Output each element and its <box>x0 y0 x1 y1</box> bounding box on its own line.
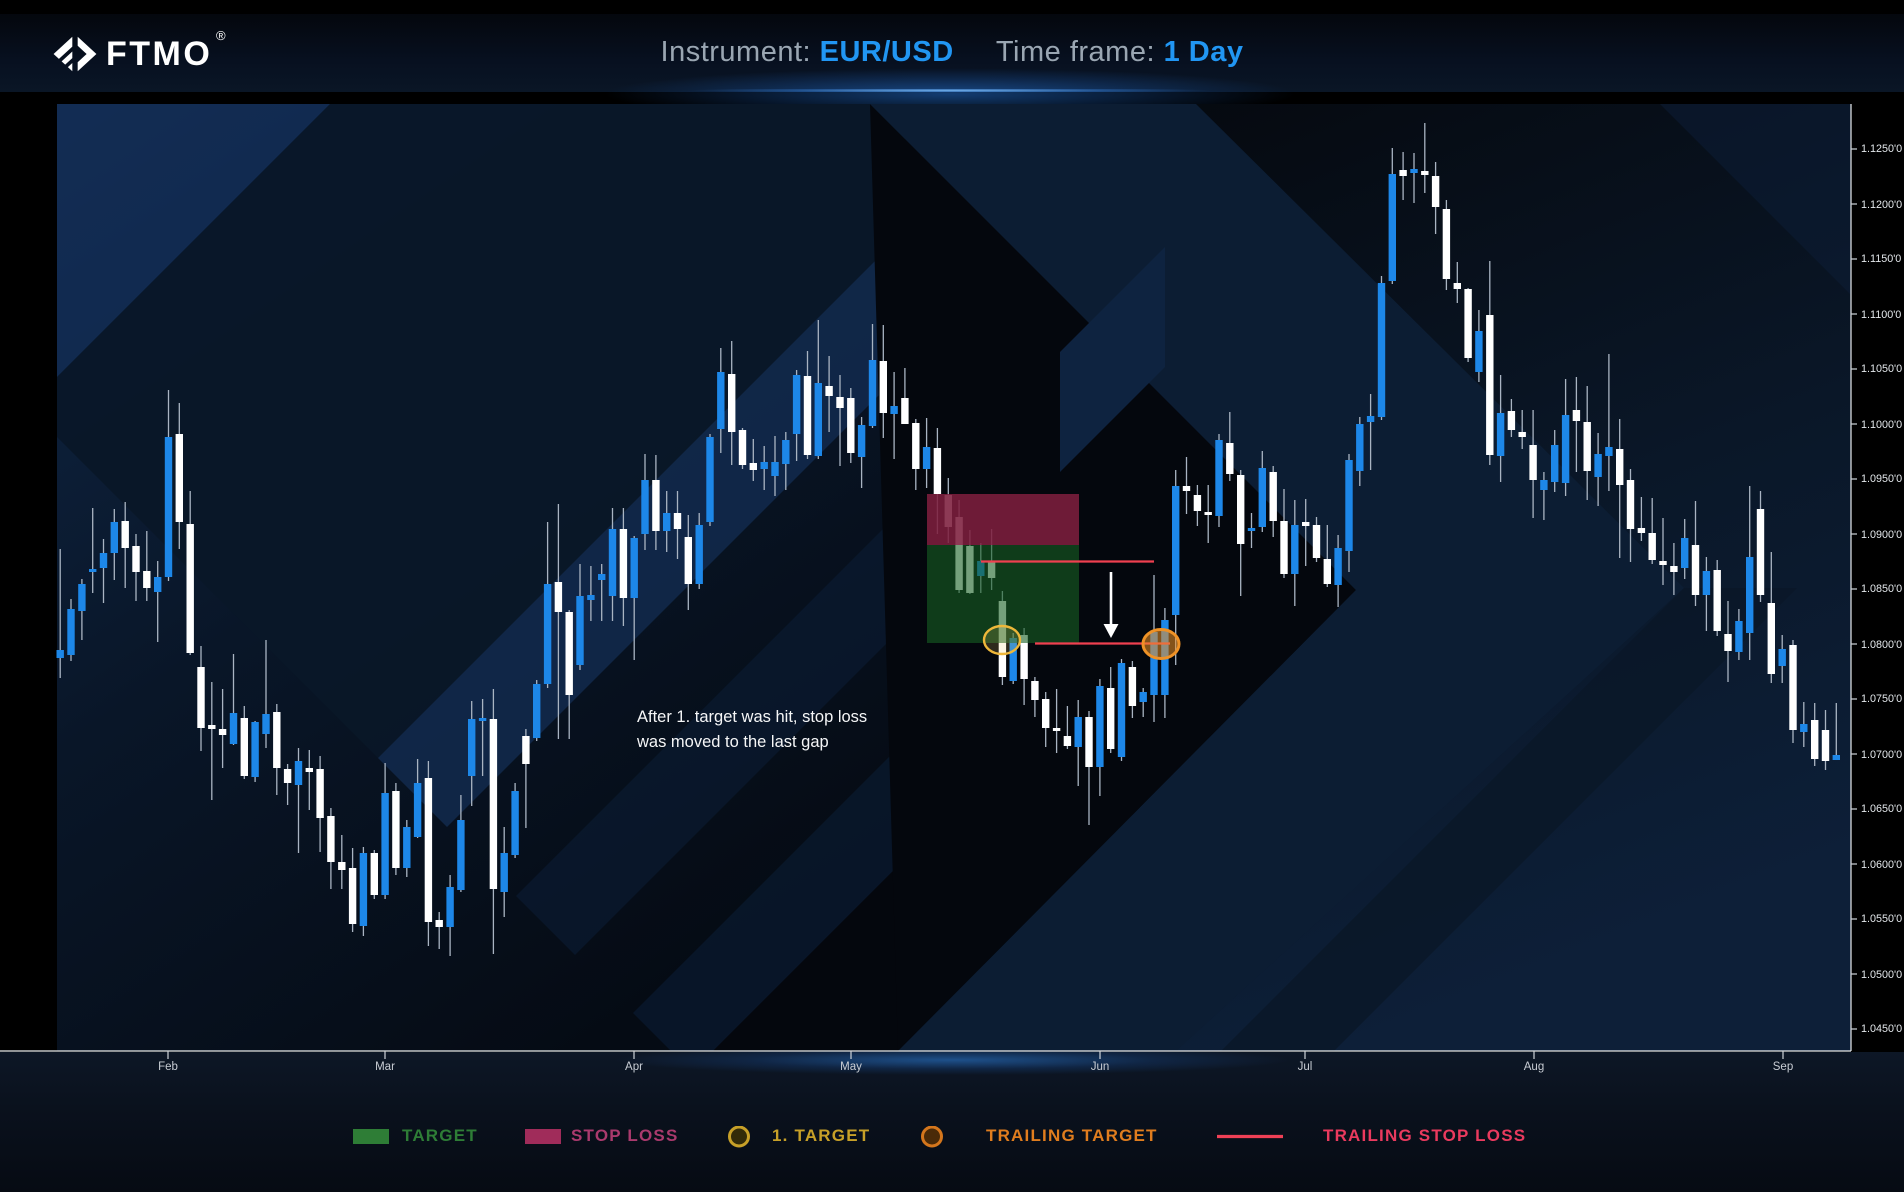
svg-text:1.0800'0: 1.0800'0 <box>1861 639 1902 651</box>
svg-text:1.1250'0: 1.1250'0 <box>1861 143 1902 155</box>
svg-text:1.0900'0: 1.0900'0 <box>1861 529 1902 541</box>
svg-text:1.0550'0: 1.0550'0 <box>1861 913 1902 925</box>
svg-text:1.0650'0: 1.0650'0 <box>1861 803 1902 815</box>
svg-text:1.0950'0: 1.0950'0 <box>1861 473 1902 485</box>
svg-text:May: May <box>840 1061 862 1073</box>
svg-text:Apr: Apr <box>625 1061 643 1073</box>
svg-text:1.1050'0: 1.1050'0 <box>1861 363 1902 375</box>
svg-text:1.0750'0: 1.0750'0 <box>1861 693 1902 705</box>
svg-text:Sep: Sep <box>1773 1061 1793 1073</box>
svg-text:1.0600'0: 1.0600'0 <box>1861 859 1902 871</box>
svg-text:Aug: Aug <box>1524 1061 1544 1073</box>
svg-text:Jul: Jul <box>1298 1061 1313 1073</box>
svg-text:1.1150'0: 1.1150'0 <box>1861 253 1901 265</box>
svg-text:1.0450'0: 1.0450'0 <box>1861 1023 1902 1035</box>
svg-text:was moved to the last gap: was moved to the last gap <box>636 733 829 751</box>
svg-text:1.1200'0: 1.1200'0 <box>1861 199 1902 211</box>
svg-text:Jun: Jun <box>1091 1061 1110 1073</box>
svg-text:1.0700'0: 1.0700'0 <box>1861 749 1902 761</box>
svg-text:1.1100'0: 1.1100'0 <box>1861 309 1901 321</box>
svg-text:Feb: Feb <box>158 1061 178 1073</box>
svg-text:1.0850'0: 1.0850'0 <box>1861 583 1902 595</box>
svg-text:Mar: Mar <box>375 1061 395 1073</box>
svg-text:After 1. target was hit, stop: After 1. target was hit, stop loss <box>637 708 867 726</box>
svg-text:1.0500'0: 1.0500'0 <box>1861 969 1902 981</box>
svg-text:1.1000'0: 1.1000'0 <box>1861 419 1902 431</box>
